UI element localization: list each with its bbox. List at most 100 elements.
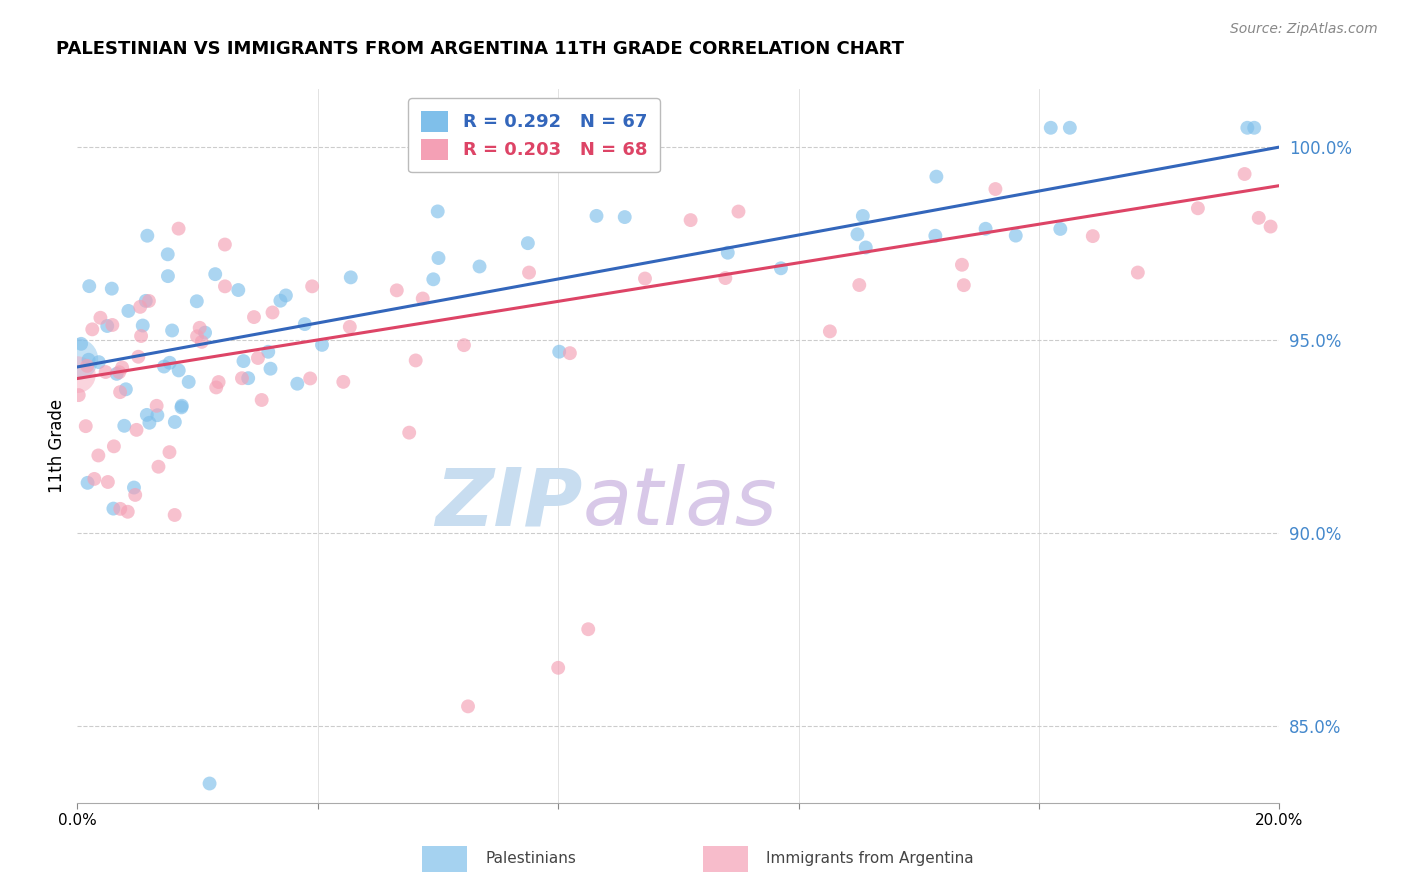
Point [453,338,475,352]
Point [846,227,869,242]
Point [950,258,973,272]
Text: Immigrants from Argentina: Immigrants from Argentina [766,851,974,865]
Point [285,376,308,391]
Point [204,267,226,281]
Point [82,322,104,336]
Point [129,329,152,343]
Point [405,353,427,368]
Point [299,371,322,385]
Point [231,371,253,385]
Point [238,371,260,385]
Point [87,449,110,463]
Point [190,334,212,349]
Point [634,271,657,285]
Text: PALESTINIAN VS IMMIGRANTS FROM ARGENTINA 11TH GRADE CORRELATION CHART: PALESTINIAN VS IMMIGRANTS FROM ARGENTINA… [56,40,904,58]
Point [146,408,169,422]
Point [87,355,110,369]
Point [679,213,702,227]
Point [517,266,540,280]
Point [163,508,186,522]
Point [129,300,152,314]
Point [97,475,120,489]
Point [70,336,93,351]
Point [136,228,159,243]
Point [101,318,124,332]
Point [585,209,607,223]
Point [714,271,737,285]
Point [262,305,284,319]
Point [170,401,193,415]
Point [1243,120,1265,135]
Point [925,169,948,184]
Point [188,320,211,334]
Point [576,622,599,636]
Point [1187,201,1209,215]
Point [167,363,190,377]
Point [100,282,122,296]
Point [727,204,749,219]
Point [769,261,792,276]
Point [111,360,134,375]
Point [77,279,100,293]
Point [76,475,98,490]
Text: Palestinians: Palestinians [485,851,576,865]
Point [125,423,148,437]
Point [246,351,269,365]
Point [66,368,89,382]
Point [1059,120,1081,135]
Point [198,776,221,790]
Point [205,380,228,394]
Point [427,251,450,265]
Point [1233,167,1256,181]
Text: ZIP: ZIP [434,464,582,542]
Point [117,505,139,519]
Point [339,319,361,334]
Point [135,293,157,308]
Point [76,359,98,373]
Point [170,399,193,413]
Point [1049,222,1071,236]
Point [138,416,160,430]
Point [177,375,200,389]
Point [1081,229,1104,244]
Point [156,247,179,261]
Point [117,304,139,318]
Point [163,415,186,429]
Point [398,425,420,440]
Point [1039,120,1062,135]
Point [924,228,946,243]
Point [457,699,479,714]
Legend: R = 0.292   N = 67, R = 0.203   N = 68: R = 0.292 N = 67, R = 0.203 N = 68 [409,98,659,172]
Point [160,324,183,338]
Point [243,310,266,324]
Point [89,310,111,325]
Point [974,221,997,235]
Point [77,352,100,367]
Point [412,292,434,306]
Point [257,344,280,359]
Point [274,288,297,302]
Point [156,269,179,284]
Point [852,209,875,223]
Point [207,375,229,389]
Point [103,501,125,516]
Point [250,392,273,407]
Point [259,361,281,376]
Point [1236,120,1258,135]
Point [112,418,135,433]
Point [214,279,236,293]
Point [67,388,90,402]
Point [105,367,128,381]
Point [1247,211,1270,225]
Point [640,153,662,167]
Point [717,245,740,260]
Point [145,399,167,413]
Point [159,445,181,459]
Point [516,236,538,251]
Point [108,365,131,379]
Point [232,354,254,368]
Point [186,329,208,343]
Point [132,318,155,333]
Text: atlas: atlas [582,464,778,542]
Point [108,385,131,400]
